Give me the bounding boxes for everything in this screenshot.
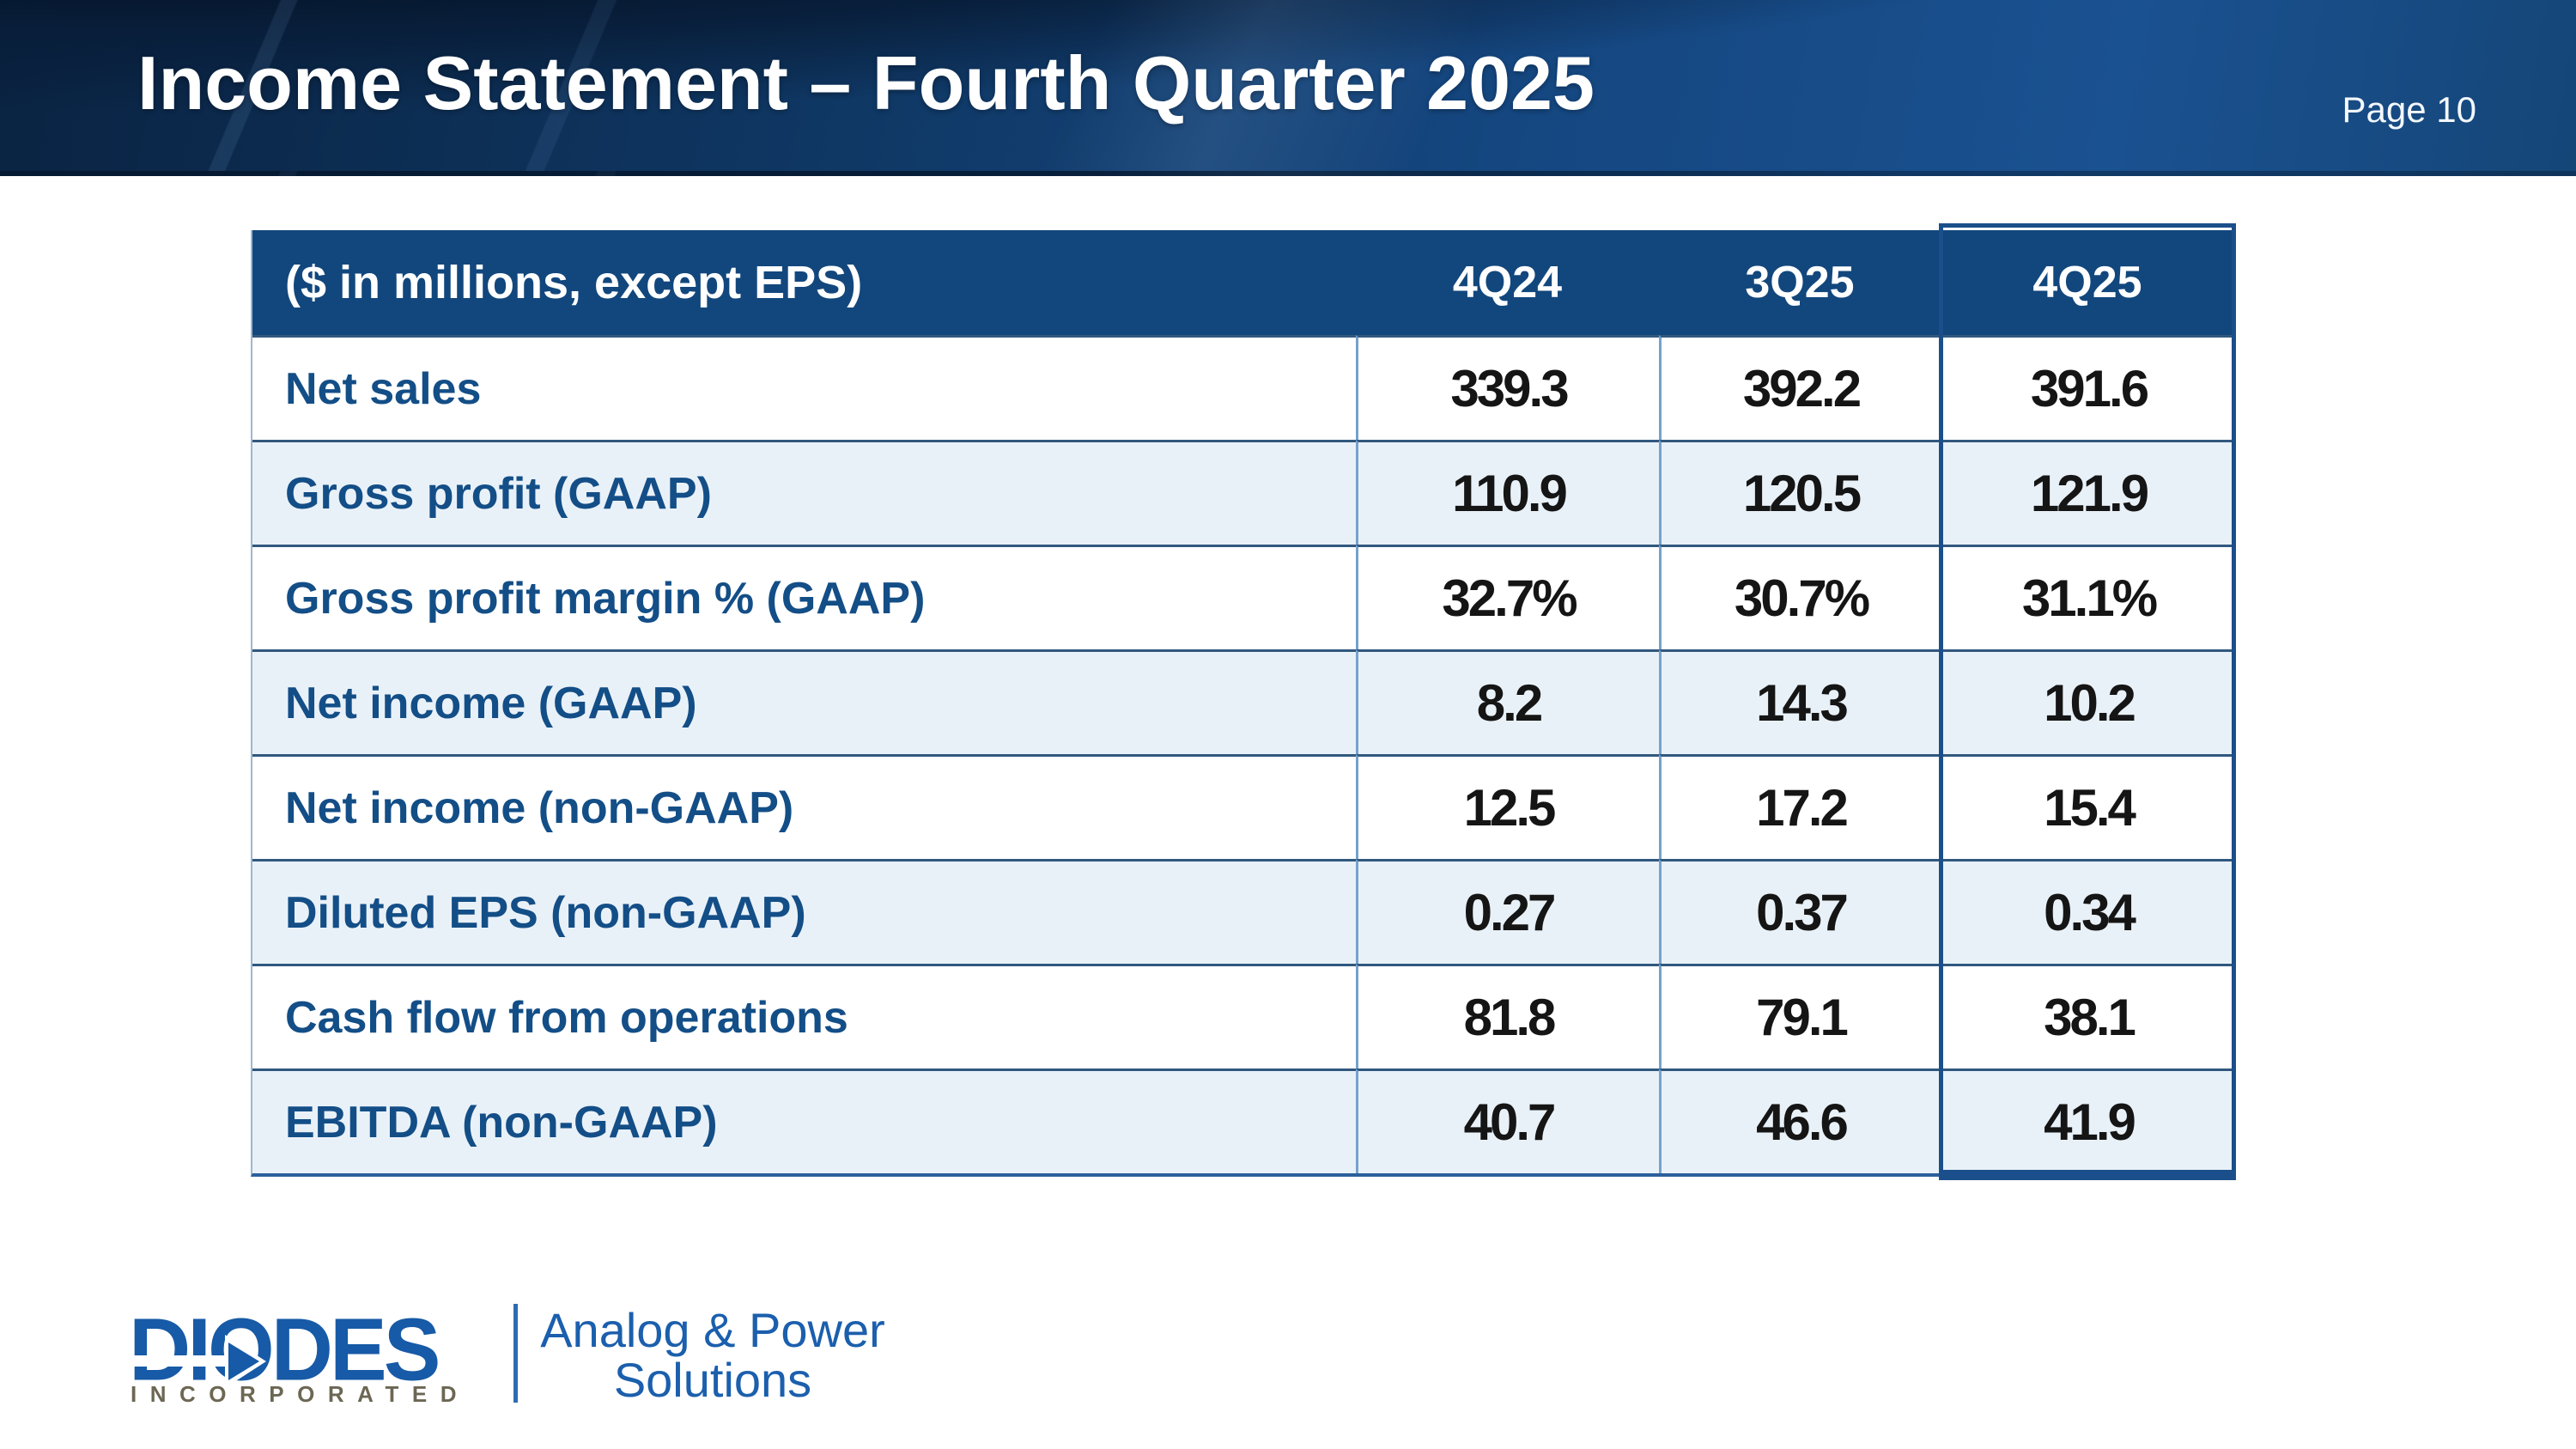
- company-tagline: Analog & Power Solutions: [531, 1306, 895, 1405]
- tagline-line-1: Analog & Power: [540, 1303, 885, 1357]
- page-number: Page 10: [2342, 89, 2476, 130]
- cell-value: 41.9: [1941, 1068, 2234, 1173]
- income-statement-table: ($ in millions, except EPS) 4Q24 3Q25 4Q…: [251, 223, 2236, 1180]
- row-label-net-income-non-gaap: Net income (non-GAAP): [252, 754, 1356, 859]
- logo-divider: [513, 1304, 518, 1403]
- cell-value: 391.6: [1941, 335, 2234, 440]
- cell-value: 0.34: [1941, 859, 2234, 964]
- diode-symbol-stripe: [125, 1355, 225, 1367]
- row-label-diluted-eps: Diluted EPS (non-GAAP): [252, 859, 1356, 964]
- table-caption: ($ in millions, except EPS): [252, 230, 1356, 335]
- row-label-cash-flow: Cash flow from operations: [252, 964, 1356, 1068]
- cell-value: 30.7%: [1659, 545, 1941, 649]
- diodes-wordmark: DIODES: [129, 1300, 440, 1400]
- row-label-gross-profit: Gross profit (GAAP): [252, 440, 1356, 545]
- cell-value: 392.2: [1659, 335, 1941, 440]
- column-header-3q25: 3Q25: [1659, 230, 1941, 335]
- cell-value: 79.1: [1659, 964, 1941, 1068]
- diodes-logo: DIODES INCORPORATED: [125, 1300, 489, 1422]
- cell-value: 14.3: [1659, 649, 1941, 754]
- cell-value: 46.6: [1659, 1068, 1941, 1173]
- row-label-gross-profit-margin: Gross profit margin % (GAAP): [252, 545, 1356, 649]
- cell-value: 15.4: [1941, 754, 2234, 859]
- cell-value: 339.3: [1356, 335, 1659, 440]
- tagline-line-2: Solutions: [613, 1353, 812, 1407]
- cell-value: 31.1%: [1941, 545, 2234, 649]
- cell-value: 17.2: [1659, 754, 1941, 859]
- row-label-net-sales: Net sales: [252, 335, 1356, 440]
- row-label-ebitda: EBITDA (non-GAAP): [252, 1068, 1356, 1173]
- cell-value: 0.37: [1659, 859, 1941, 964]
- cell-value: 38.1: [1941, 964, 2234, 1068]
- cell-value: 110.9: [1356, 440, 1659, 545]
- page-title: Income Statement – Fourth Quarter 2025: [137, 40, 1595, 125]
- cell-value: 32.7%: [1356, 545, 1659, 649]
- cell-value: 10.2: [1941, 649, 2234, 754]
- cell-value: 12.5: [1356, 754, 1659, 859]
- slide-header-banner: Income Statement – Fourth Quarter 2025 P…: [0, 0, 2576, 176]
- cell-value: 120.5: [1659, 440, 1941, 545]
- cell-value: 0.27: [1356, 859, 1659, 964]
- cell-value: 121.9: [1941, 440, 2234, 545]
- row-label-net-income-gaap: Net income (GAAP): [252, 649, 1356, 754]
- incorporated-label: INCORPORATED: [131, 1381, 470, 1407]
- column-header-4q24: 4Q24: [1356, 230, 1659, 335]
- cell-value: 8.2: [1356, 649, 1659, 754]
- cell-value: 81.8: [1356, 964, 1659, 1068]
- cell-value: 40.7: [1356, 1068, 1659, 1173]
- column-header-4q25: 4Q25: [1941, 230, 2234, 335]
- diode-symbol-arrow-icon: [228, 1342, 259, 1380]
